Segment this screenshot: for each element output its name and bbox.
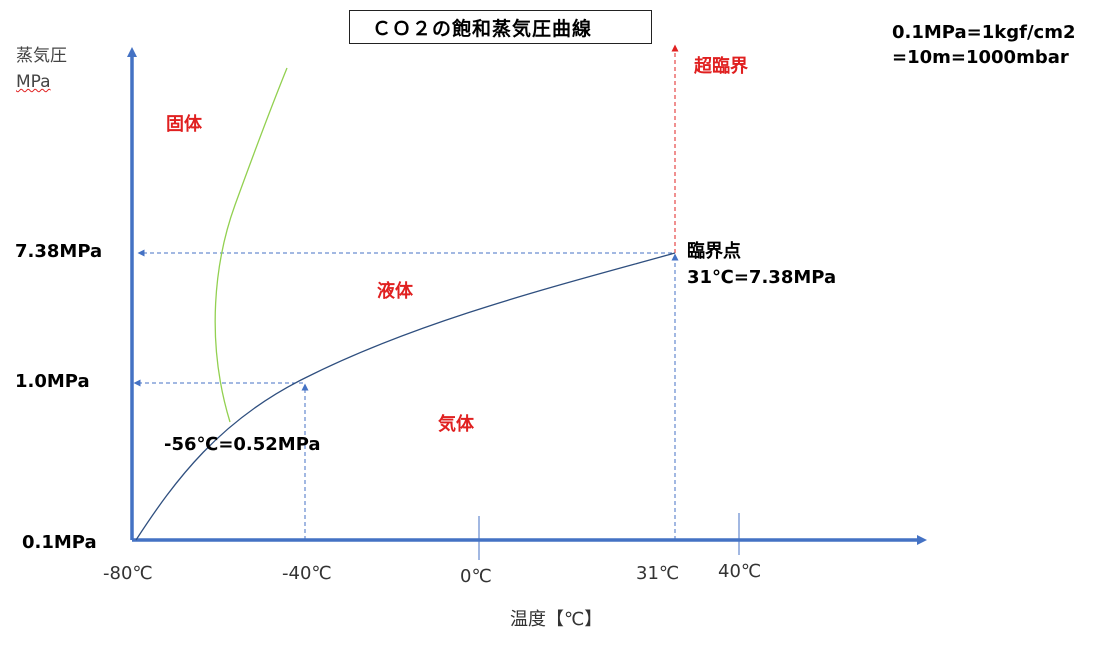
x-tick-label-40: 40℃ — [718, 561, 762, 582]
conversion-note-line1: 0.1MPa=1kgf/cm2 — [892, 22, 1076, 43]
x-tick-label-0: 0℃ — [460, 566, 492, 587]
melting-curve — [214, 67, 288, 423]
y-tick-738: 7.38MPa — [15, 241, 103, 262]
region-gas: 気体 — [438, 414, 474, 435]
critical-point-name: 臨界点 — [687, 241, 741, 262]
x-axis-title: 温度【℃】 — [510, 609, 603, 630]
vapor-pressure-curve — [135, 252, 676, 541]
y-axis-title-line1: 蒸気圧 — [16, 46, 67, 66]
y-tick-10: 1.0MPa — [15, 371, 90, 392]
region-supercritical: 超臨界 — [694, 56, 748, 77]
x-tick-label-m80: -80℃ — [103, 563, 153, 584]
chart-title: ＣＯ２の飽和蒸気圧曲線 — [349, 10, 652, 44]
y-tick-01: 0.1MPa — [22, 532, 97, 553]
region-liquid: 液体 — [377, 281, 413, 302]
x-tick-label-m40: -40℃ — [282, 563, 332, 584]
triple-point-value: -56℃=0.52MPa — [164, 434, 321, 455]
conversion-note-line2: =10m=1000mbar — [892, 47, 1069, 68]
x-tick-label-31: 31℃ — [636, 563, 680, 584]
y-axis-title-line2: MPa — [16, 72, 51, 92]
region-solid: 固体 — [166, 114, 202, 135]
critical-point-value: 31℃=7.38MPa — [687, 267, 837, 288]
